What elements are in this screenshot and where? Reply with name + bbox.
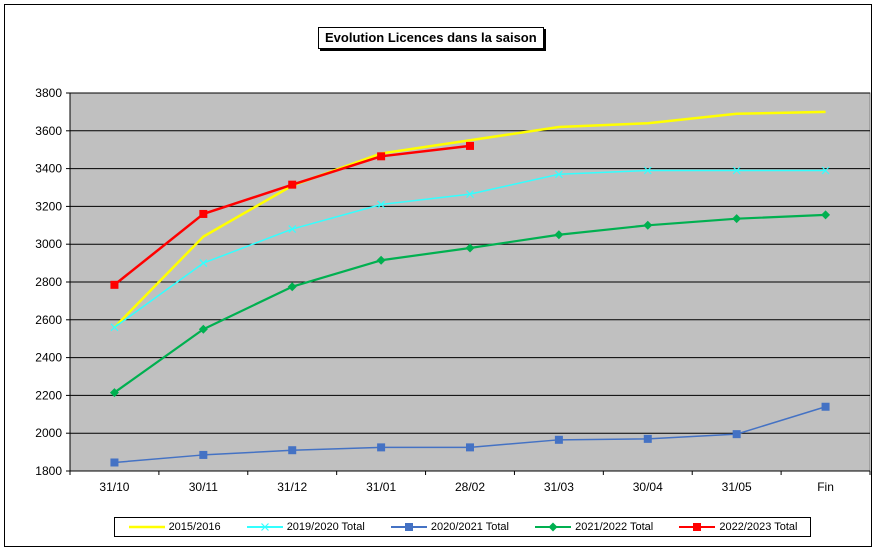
data-point-2019-2020-total <box>732 166 741 175</box>
y-tick-label: 3600 <box>35 124 62 138</box>
x-tick-label: 28/02 <box>455 480 485 494</box>
legend-label: 2021/2022 Total <box>575 521 654 533</box>
chart-legend: 2015/2016 2019/2020 Total 2020/2021 Total 2… <box>114 517 811 537</box>
data-point-2020-2021-total <box>554 435 563 444</box>
data-point-2019-2020-total <box>643 166 652 175</box>
data-point-2021-2022-total <box>554 230 564 240</box>
y-tick-label: 3400 <box>35 162 62 176</box>
legend-label: 2020/2021 Total <box>430 521 509 533</box>
chart-title: Evolution Licences dans la saison <box>318 27 544 49</box>
data-point-2019-2020-total <box>554 170 563 179</box>
data-point-2021-2022-total <box>643 220 653 230</box>
x-tick-label: 30/11 <box>189 480 218 494</box>
x-tick-label: 31/12 <box>277 480 307 494</box>
legend-swatch <box>679 523 716 531</box>
data-point-2022-2023-total <box>110 280 119 289</box>
legend-item: 2022/2023 Total <box>678 521 797 533</box>
data-point-2019-2020-total <box>821 166 830 175</box>
legend-item: 2019/2020 Total <box>246 521 365 533</box>
data-point-2020-2021-total <box>110 458 119 467</box>
data-point-2020-2021-total <box>288 446 297 455</box>
y-tick-label: 3800 <box>35 86 62 100</box>
data-point-2020-2021-total <box>821 402 830 411</box>
y-tick-label: 2000 <box>35 426 62 440</box>
x-tick-label: Fin <box>817 480 834 494</box>
y-tick-label: 1800 <box>35 464 62 478</box>
y-tick-label: 2200 <box>35 388 62 402</box>
data-point-2022-2023-total <box>288 180 297 189</box>
x-tick-label: 31/10 <box>99 480 129 494</box>
data-point-2020-2021-total <box>732 430 741 439</box>
data-point-2021-2022-total <box>376 255 386 265</box>
data-point-2019-2020-total <box>377 200 386 209</box>
data-point-2022-2023-total <box>466 141 474 150</box>
data-point-2020-2021-total <box>377 443 386 452</box>
data-point-2020-2021-total <box>643 434 652 443</box>
data-point-2021-2022-total <box>198 324 208 334</box>
y-tick-label: 2400 <box>35 351 62 365</box>
data-point-2021-2022-total <box>109 388 119 398</box>
data-point-2021-2022-total <box>821 210 831 220</box>
y-tick-label: 2600 <box>35 313 62 327</box>
legend-swatch <box>390 523 427 531</box>
legend-swatch <box>246 523 283 531</box>
data-point-2019-2020-total <box>466 190 474 199</box>
legend-label: 2015/2016 <box>168 521 221 533</box>
x-tick-label: 31/03 <box>544 480 574 494</box>
legend-label: 2022/2023 Total <box>719 521 798 533</box>
y-tick-label: 3000 <box>35 237 62 251</box>
x-tick-label: 30/04 <box>633 480 663 494</box>
data-point-2022-2023-total <box>377 152 386 161</box>
data-point-2020-2021-total <box>199 450 208 459</box>
data-point-2021-2022-total <box>732 214 742 224</box>
legend-item: 2020/2021 Total <box>390 521 509 533</box>
data-point-2019-2020-total <box>110 323 119 332</box>
legend-label: 2019/2020 Total <box>286 521 365 533</box>
data-point-2019-2020-total <box>288 225 297 234</box>
data-point-2020-2021-total <box>466 443 474 452</box>
legend-swatch <box>128 525 165 529</box>
data-point-2021-2022-total <box>465 243 475 253</box>
legend-swatch <box>535 522 572 532</box>
series-line-2015-2016 <box>113 110 826 329</box>
legend-item: 2015/2016 <box>128 521 221 533</box>
y-tick-label: 2800 <box>35 275 62 289</box>
x-tick-label: 31/05 <box>722 480 752 494</box>
data-point-2019-2020-total <box>199 259 208 268</box>
y-tick-label: 3200 <box>35 199 62 213</box>
data-point-2022-2023-total <box>199 209 208 218</box>
data-point-2021-2022-total <box>287 282 297 292</box>
legend-item: 2021/2022 Total <box>534 521 653 533</box>
x-tick-label: 31/01 <box>366 480 396 494</box>
